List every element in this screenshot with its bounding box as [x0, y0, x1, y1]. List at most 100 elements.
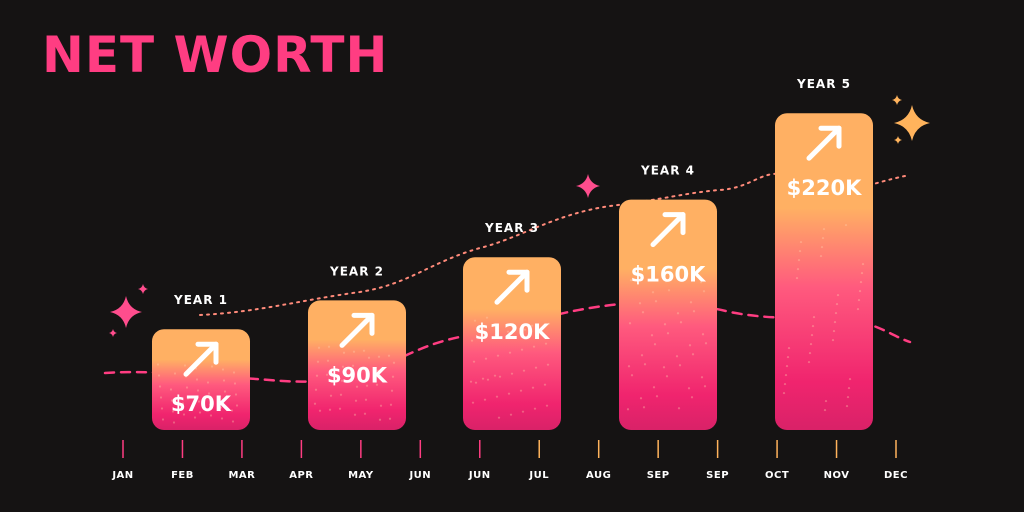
bar-texture-dot [473, 319, 477, 322]
bar-texture-dot [330, 380, 334, 383]
arrow-up-right-icon [183, 341, 219, 377]
bar-group: YEAR 1 $70K [152, 293, 250, 430]
bar-texture-dot [510, 372, 514, 375]
bar-texture-dot [493, 374, 497, 377]
bar-texture-dot [692, 310, 696, 313]
bar-texture-dot [688, 344, 692, 347]
bar-texture-dot [626, 408, 630, 411]
bar-texture-dot [834, 311, 838, 315]
bar [152, 329, 250, 430]
bar-texture-dot [209, 414, 213, 417]
bar-texture-dot [185, 386, 189, 389]
bar-texture-dot [652, 386, 656, 389]
sparkle-icon [110, 296, 142, 328]
bar-texture-dot [206, 381, 210, 384]
bar-texture-dot [472, 360, 476, 363]
bar-texture-dot [352, 350, 356, 353]
bar-texture-dot [379, 404, 383, 407]
bar-texture-dot [474, 381, 478, 384]
bar-texture-dot [640, 354, 644, 357]
bar-texture-dot [701, 333, 705, 336]
bar-texture-dot [820, 245, 824, 249]
bar-texture-dot [483, 398, 487, 401]
bar-texture-dot [783, 382, 787, 386]
bar-texture-dot [196, 389, 200, 392]
bar-texture-dot [234, 393, 238, 396]
bar-texture-dot [182, 413, 186, 416]
bar-texture-dot [375, 383, 379, 386]
bar-texture-dot [341, 365, 345, 368]
bar-texture-dot [638, 302, 642, 305]
bar-texture-dot [848, 377, 852, 381]
bar-texture-dot [782, 391, 786, 395]
bar-texture-dot [810, 333, 814, 337]
bar-texture-dot [218, 395, 222, 398]
bar-group: YEAR 4 $160K [619, 164, 717, 430]
bar-texture-dot [831, 338, 835, 342]
bar-texture-dot [675, 355, 679, 358]
bar-texture-dot [314, 388, 318, 391]
bar-texture-dot [169, 388, 173, 391]
chart-title: NET WORTH [42, 26, 389, 84]
bar-texture-dot [651, 291, 655, 294]
arrow-up-right-icon [339, 312, 375, 348]
bar-texture-dot [523, 328, 527, 331]
sparkle-icon [894, 105, 930, 141]
bar-texture-dot [171, 410, 175, 413]
bar-texture-dot [663, 323, 667, 326]
bar-texture-dot [819, 254, 823, 258]
bar [308, 300, 406, 430]
bar [463, 257, 561, 430]
bar-texture-dot [628, 322, 632, 325]
bar-texture-dot [391, 375, 395, 378]
bar-texture-dot [664, 280, 668, 283]
bar-texture-dot [354, 399, 358, 402]
value-label: $90K [327, 363, 388, 387]
bar-texture-dot [378, 418, 382, 421]
category-label: YEAR 2 [329, 264, 384, 278]
bar-texture-dot [677, 407, 681, 410]
bar-texture-dot [235, 404, 239, 407]
bar-texture-dot [702, 290, 706, 293]
bar-texture-dot [690, 396, 694, 399]
sparkle-icon [576, 174, 600, 198]
bar-texture-dot [232, 371, 236, 374]
arrow-up-right-icon [806, 125, 842, 161]
x-axis-tick-label: OCT [765, 470, 789, 481]
bar-texture-dot [222, 379, 226, 382]
bar-texture-dot [495, 395, 499, 398]
value-label: $120K [475, 320, 550, 344]
bar-texture-dot [158, 385, 162, 388]
bar-texture-dot [861, 262, 865, 266]
bar-texture-dot [650, 334, 654, 337]
bar-texture-dot [856, 307, 860, 311]
bar-texture-dot [535, 325, 539, 328]
bar-texture-dot [313, 402, 317, 405]
bar-texture-dot [858, 289, 862, 293]
arrow-up-right-icon [650, 212, 686, 248]
arrow-up-right-icon [494, 269, 530, 305]
bar-texture-dot [329, 394, 333, 397]
bar-texture-dot [220, 417, 224, 420]
bar-texture-dot [543, 383, 547, 386]
sparkle-icon [892, 95, 902, 105]
bar-texture-dot [173, 372, 177, 375]
bar-texture-dot [327, 345, 331, 348]
bar-texture-dot [340, 379, 344, 382]
bar-texture-dot [230, 409, 234, 412]
bar-texture-dot [339, 393, 343, 396]
bar-texture-dot [392, 361, 396, 364]
bar-texture-dot [198, 411, 202, 414]
bar-texture-dot [353, 413, 357, 416]
bar-texture-dot [471, 401, 475, 404]
bar-texture-dot [387, 354, 391, 357]
bar-texture-dot [835, 302, 839, 306]
bar-texture-dot [181, 402, 185, 405]
bar-texture-dot [325, 373, 329, 376]
bar-texture-dot [498, 375, 502, 378]
bar-texture-dot [666, 332, 670, 335]
bar-texture-dot [629, 279, 633, 282]
bar-texture-dot [643, 363, 647, 366]
bar-texture-dot [654, 300, 658, 303]
bar-texture-dot [482, 336, 486, 339]
